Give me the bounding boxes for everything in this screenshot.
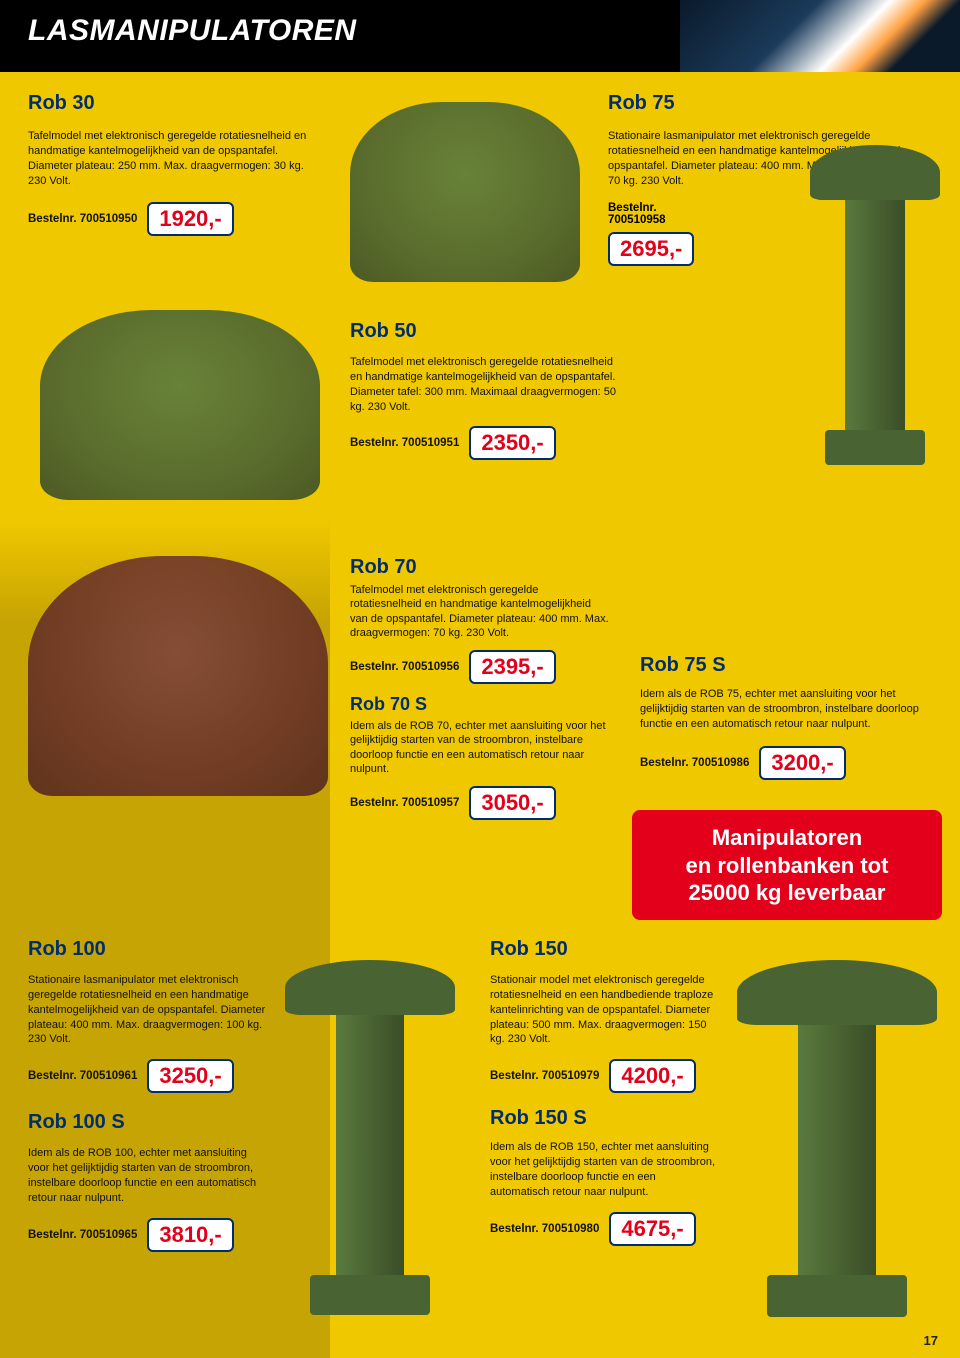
- rob50-orderline: Bestelnr. 700510951 2350,-: [350, 426, 620, 460]
- rob70-price: 2395,-: [469, 650, 555, 684]
- rob70s-order: Bestelnr. 700510957: [350, 797, 459, 809]
- rob150s-orderline: Bestelnr. 700510980 4675,-: [490, 1212, 715, 1246]
- rob100-price: 3250,-: [147, 1059, 233, 1093]
- rob100-desc: Stationaire lasmanipulator met elektroni…: [28, 973, 268, 1047]
- rob50-title: Rob 50: [350, 320, 620, 343]
- rob70-orderline: Bestelnr. 700510956 2395,-: [350, 650, 610, 684]
- rob150-title: Rob 150: [490, 938, 715, 961]
- rob70-desc: Tafelmodel met elektronisch geregelde ro…: [350, 583, 610, 640]
- rob150-orderline: Bestelnr. 700510979 4200,-: [490, 1059, 715, 1093]
- rob75-price: 2695,-: [608, 232, 694, 266]
- rob75s-desc: Idem als de ROB 75, echter met aansluiti…: [640, 687, 940, 732]
- banner-line2: en rollenbanken tot: [642, 852, 932, 880]
- rob150-price: 4200,-: [609, 1059, 695, 1093]
- rob150-order: Bestelnr. 700510979: [490, 1070, 599, 1082]
- rob70s-orderline: Bestelnr. 700510957 3050,-: [350, 786, 610, 820]
- rob100s-price: 3810,-: [147, 1218, 233, 1252]
- promo-banner: Manipulatoren en rollenbanken tot 25000 …: [632, 810, 942, 920]
- product-rob70: Rob 70 Tafelmodel met elektronisch gereg…: [350, 556, 610, 830]
- rob150-desc: Stationair model met elektronisch gerege…: [490, 973, 715, 1047]
- rob70-image: [28, 556, 328, 796]
- rob75s-orderline: Bestelnr. 700510986 3200,-: [640, 746, 940, 780]
- product-rob75s: Rob 75 S Idem als de ROB 75, echter met …: [640, 654, 940, 780]
- rob75s-title: Rob 75 S: [640, 654, 940, 677]
- banner-line1: Manipulatoren: [642, 824, 932, 852]
- banner-line3: 25000 kg leverbaar: [642, 879, 932, 907]
- product-rob150: Rob 150 Stationair model met elektronisc…: [490, 938, 715, 1260]
- rob75s-order: Bestelnr. 700510986: [640, 757, 749, 769]
- rob75-image: [807, 145, 942, 465]
- rob50-desc: Tafelmodel met elektronisch geregelde ro…: [350, 355, 620, 414]
- rob30-orderline: Bestelnr. 700510950 1920,-: [28, 202, 308, 236]
- rob100s-orderline: Bestelnr. 700510965 3810,-: [28, 1218, 268, 1252]
- rob100s-desc: Idem als de ROB 100, echter met aansluit…: [28, 1146, 268, 1205]
- rob100-orderline: Bestelnr. 700510961 3250,-: [28, 1059, 268, 1093]
- rob30-order: Bestelnr. 700510950: [28, 213, 137, 225]
- rob100s-title: Rob 100 S: [28, 1111, 268, 1134]
- header-photo: [680, 0, 960, 72]
- rob100-order: Bestelnr. 700510961: [28, 1070, 137, 1082]
- rob150-image: [732, 960, 942, 1320]
- rob70s-title: Rob 70 S: [350, 694, 610, 715]
- rob150s-title: Rob 150 S: [490, 1107, 715, 1130]
- rob70s-desc: Idem als de ROB 70, echter met aansluiti…: [350, 719, 610, 776]
- rob100-title: Rob 100: [28, 938, 268, 961]
- rob30-image: [350, 102, 580, 282]
- rob30-desc: Tafelmodel met elektronisch geregelde ro…: [28, 129, 308, 188]
- rob100s-order: Bestelnr. 700510965: [28, 1229, 137, 1241]
- rob30-price: 1920,-: [147, 202, 233, 236]
- rob150s-price: 4675,-: [609, 1212, 695, 1246]
- rob50-order: Bestelnr. 700510951: [350, 437, 459, 449]
- product-rob30: Rob 30 Tafelmodel met elektronisch gereg…: [28, 92, 308, 236]
- rob75-title: Rob 75: [608, 92, 928, 115]
- page-number: 17: [924, 1333, 938, 1348]
- rob70-title: Rob 70: [350, 556, 610, 579]
- rob70s-price: 3050,-: [469, 786, 555, 820]
- rob150s-order: Bestelnr. 700510980: [490, 1223, 599, 1235]
- product-rob50: Rob 50 Tafelmodel met elektronisch gereg…: [350, 320, 620, 460]
- rob100-image: [280, 960, 460, 1320]
- rob50-image: [40, 310, 320, 500]
- rob70-order: Bestelnr. 700510956: [350, 661, 459, 673]
- rob50-price: 2350,-: [469, 426, 555, 460]
- product-rob100: Rob 100 Stationaire lasmanipulator met e…: [28, 938, 268, 1270]
- rob30-title: Rob 30: [28, 92, 308, 115]
- rob150s-desc: Idem als de ROB 150, echter met aansluit…: [490, 1140, 715, 1199]
- rob75s-price: 3200,-: [759, 746, 845, 780]
